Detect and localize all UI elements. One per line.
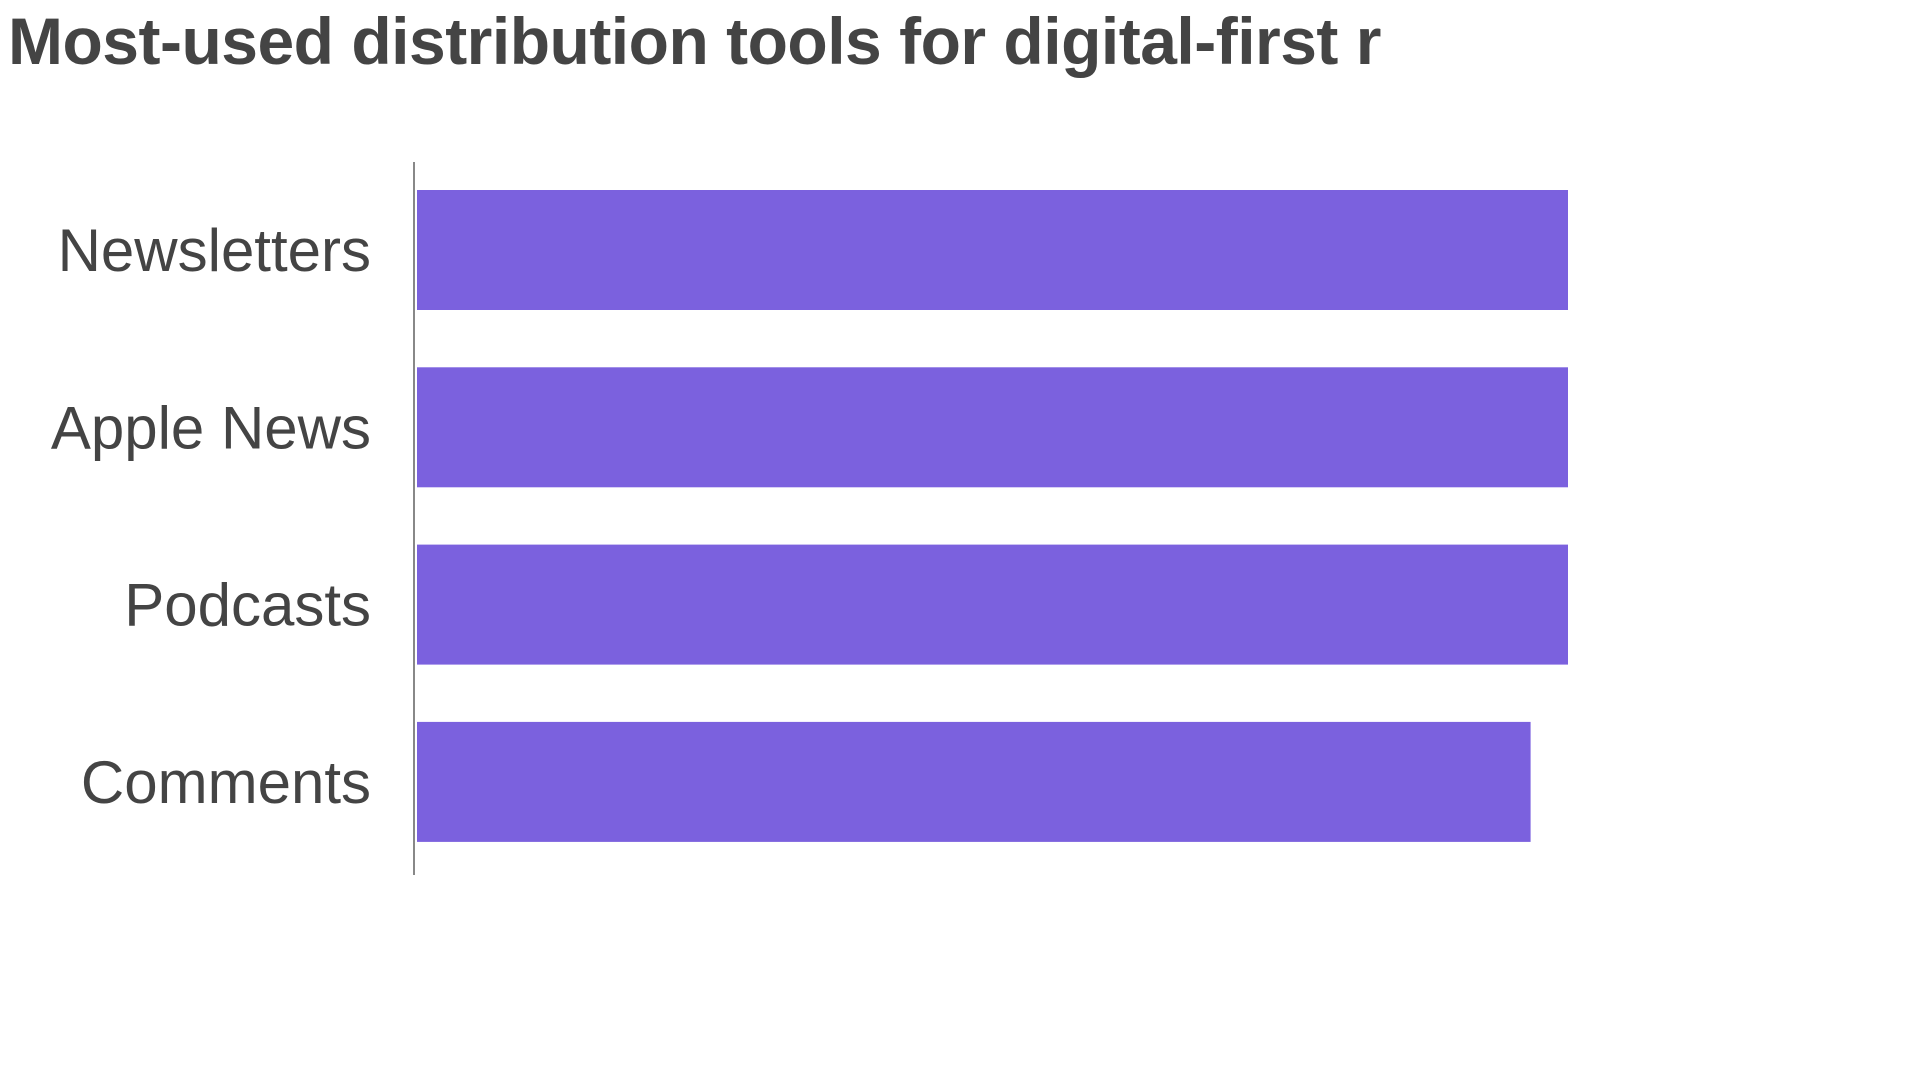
chart-title: Most-used distribution tools for digital…	[8, 4, 1381, 78]
bar-podcasts	[417, 544, 1568, 665]
category-label-comments: Comments	[81, 749, 371, 816]
bar-comments	[417, 721, 1531, 842]
category-label-newsletters: Newsletters	[58, 217, 371, 284]
category-label-apple-news: Apple News	[51, 394, 371, 461]
chart-canvas: Most-used distribution tools for digital…	[8, 4, 1568, 875]
bar-chart: Newsletters Apple News Podcasts Comments	[51, 162, 1568, 875]
bar-apple-news	[417, 367, 1568, 488]
bar-newsletters	[417, 190, 1568, 310]
category-label-podcasts: Podcasts	[124, 572, 371, 639]
